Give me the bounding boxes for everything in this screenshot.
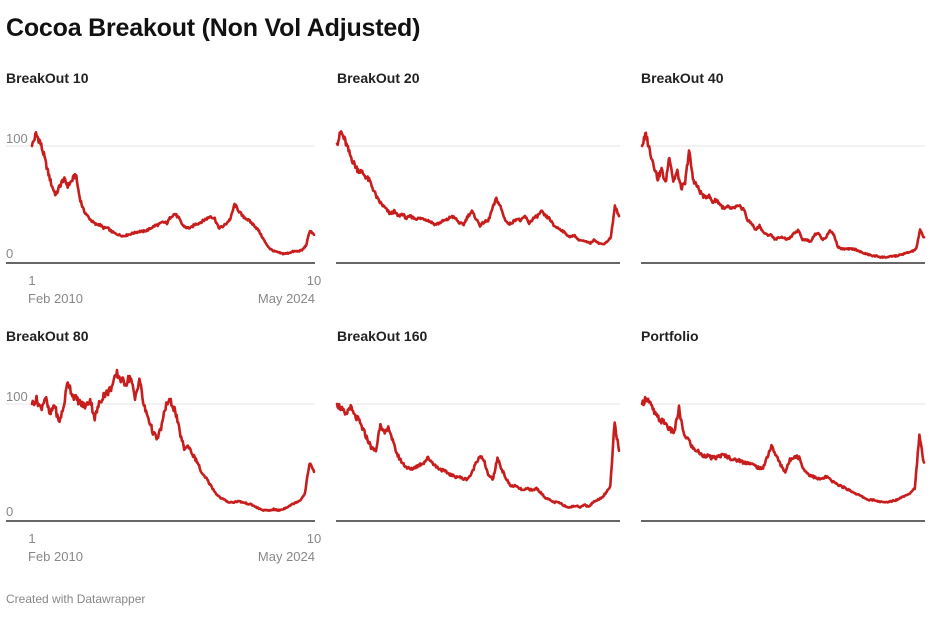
series-line bbox=[30, 368, 316, 512]
panel-title-portfolio: Portfolio bbox=[641, 328, 699, 344]
series-line bbox=[640, 131, 926, 259]
x-tick-label: May 2024 bbox=[258, 549, 315, 564]
chart-panel-portfolio bbox=[640, 395, 926, 522]
series-line bbox=[30, 130, 316, 256]
series-line bbox=[640, 395, 926, 504]
chart-title: Cocoa Breakout (Non Vol Adjusted) bbox=[6, 14, 421, 42]
x-tick-label: May 2024 bbox=[258, 291, 315, 306]
y-tick-label: 100 bbox=[6, 131, 28, 146]
y-tick-label: 100 bbox=[6, 389, 28, 404]
panel-title-breakout-40: BreakOut 40 bbox=[641, 70, 724, 86]
y-tick-label: 0 bbox=[6, 246, 13, 261]
x-tick-label: Feb 2010 bbox=[28, 291, 83, 306]
x-tick-label: 1 bbox=[28, 273, 35, 288]
series-line bbox=[335, 130, 621, 246]
panel-title-breakout-10: BreakOut 10 bbox=[6, 70, 89, 86]
chart-panel-breakout-160 bbox=[335, 402, 621, 522]
footer-credit: Created with Datawrapper bbox=[6, 592, 146, 606]
chart-panel-breakout-20 bbox=[335, 130, 621, 264]
chart-panel-breakout-40 bbox=[640, 131, 926, 264]
series-line bbox=[335, 402, 621, 509]
y-tick-label: 0 bbox=[6, 504, 13, 519]
panel-title-breakout-160: BreakOut 160 bbox=[337, 328, 428, 344]
x-tick-label: 10 bbox=[307, 531, 321, 546]
chart-panel-breakout-80: 100 01 Feb 2010 10 May 2024 bbox=[6, 368, 321, 564]
x-tick-label: 10 bbox=[307, 273, 321, 288]
panel-title-breakout-20: BreakOut 20 bbox=[337, 70, 420, 86]
chart-panel-breakout-10: 100 01 Feb 2010 10 May 2024 bbox=[6, 130, 321, 306]
x-tick-label: Feb 2010 bbox=[28, 549, 83, 564]
x-tick-label: 1 bbox=[28, 531, 35, 546]
panel-title-breakout-80: BreakOut 80 bbox=[6, 328, 89, 344]
